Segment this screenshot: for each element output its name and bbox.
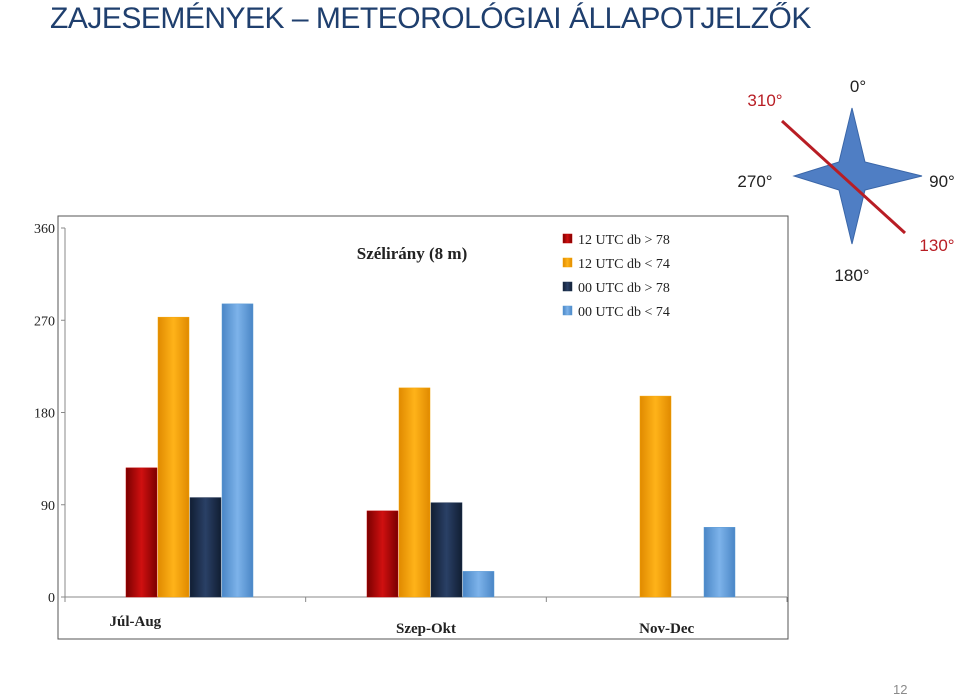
legend-label: 00 UTC db > 78 xyxy=(578,281,670,296)
bar-1-1 xyxy=(125,467,158,598)
legend-swatch xyxy=(562,305,573,316)
bar-2-2 xyxy=(398,387,431,598)
bar-group xyxy=(125,303,736,598)
plot-area-frame xyxy=(57,215,789,640)
compass-label-east: 90° xyxy=(929,172,955,191)
x-label-group: Júl-Aug Szep-Okt Nov-Dec xyxy=(109,614,694,637)
compass-label-north: 0° xyxy=(850,77,866,96)
bar-4-2 xyxy=(462,571,495,598)
x-category-label: Szep-Okt xyxy=(396,621,456,637)
legend-label: 12 UTC db < 74 xyxy=(578,257,670,272)
legend-label: 00 UTC db < 74 xyxy=(578,305,670,320)
legend: 12 UTC db > 78 12 UTC db < 74 00 UTC db > … xyxy=(562,233,670,320)
bar-1-2 xyxy=(366,510,399,598)
y-tick-label: 180 xyxy=(34,407,55,422)
compass-label-310: 310° xyxy=(747,91,782,110)
bar-3-1 xyxy=(189,497,222,598)
compass-label-west: 270° xyxy=(737,172,772,191)
y-tick-label: 0 xyxy=(48,591,55,606)
x-category-label: Júl-Aug xyxy=(109,614,161,630)
y-tick-label: 270 xyxy=(34,314,55,329)
legend-swatch xyxy=(562,257,573,268)
y-tick-group: 0 90 180 270 360 xyxy=(34,222,65,606)
bar-3-2 xyxy=(430,502,463,598)
compass-direction-line xyxy=(780,119,907,235)
y-tick-label: 360 xyxy=(34,222,55,237)
legend-swatch xyxy=(562,233,573,244)
legend-label: 12 UTC db > 78 xyxy=(578,233,670,248)
compass-rose: 0° 90° 180° 270° 310° 130° xyxy=(737,77,954,285)
chart-title: Szélirány (8 m) xyxy=(357,244,467,263)
slide-title: ZAJESEMÉNYEK – METEOROLÓGIAI ÁLLAPOTJELZ… xyxy=(50,2,811,35)
legend-swatch xyxy=(562,281,573,292)
bar-4-1 xyxy=(221,303,254,598)
compass-star-shape xyxy=(792,107,923,245)
compass-label-south: 180° xyxy=(834,266,869,285)
compass-label-130: 130° xyxy=(919,236,954,255)
bar-4-3 xyxy=(703,527,736,598)
y-tick-label: 90 xyxy=(41,499,55,514)
page-number: 12 xyxy=(893,682,908,697)
bar-2-3 xyxy=(639,395,672,598)
bar-2-1 xyxy=(157,316,190,598)
x-tick-group xyxy=(64,597,788,602)
x-category-label: Nov-Dec xyxy=(639,621,694,637)
